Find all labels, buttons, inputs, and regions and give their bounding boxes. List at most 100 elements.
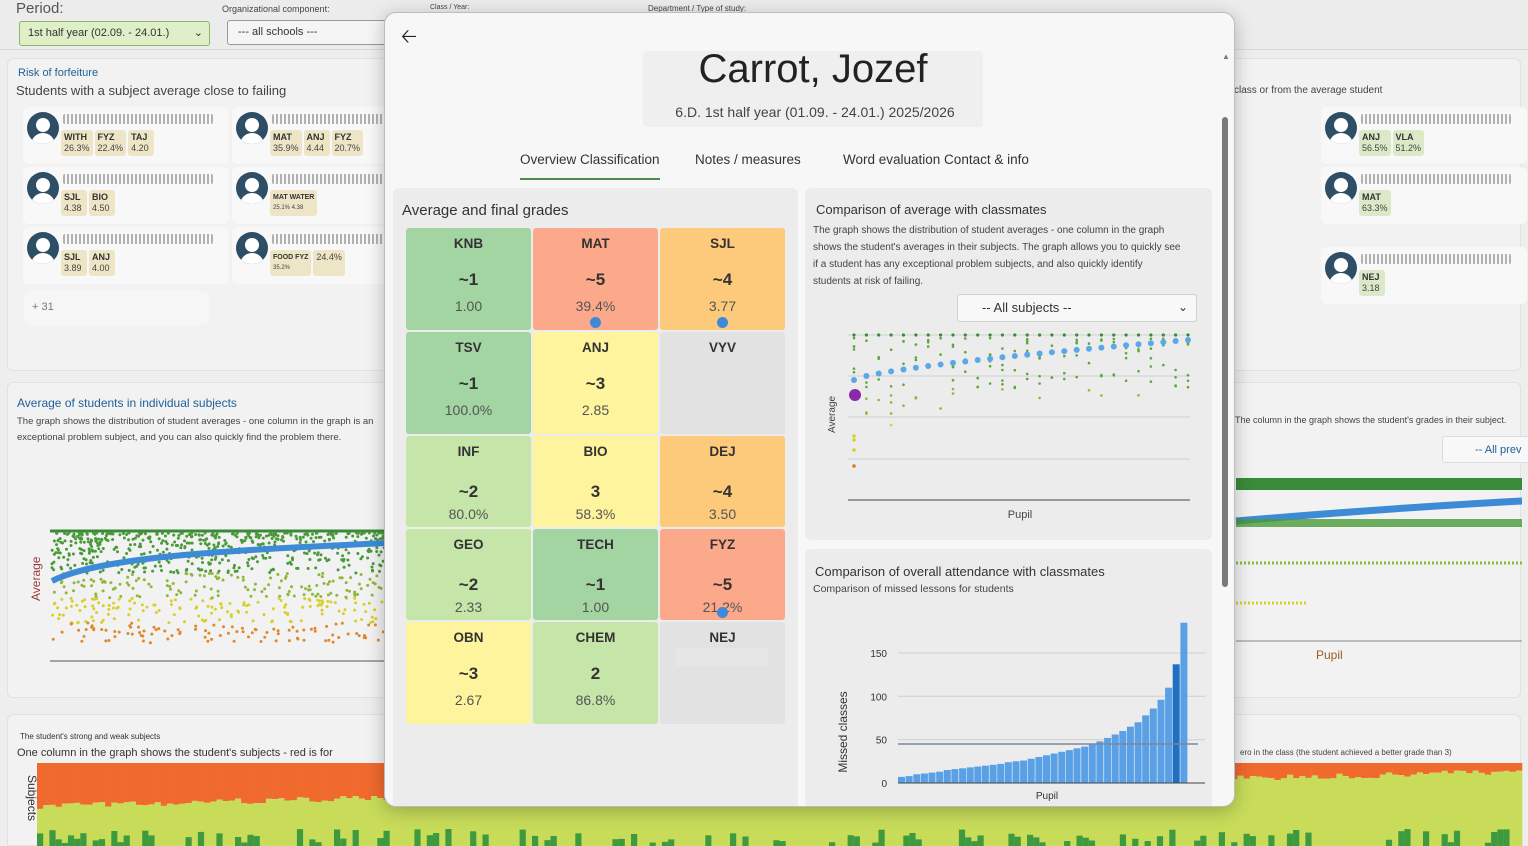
scrollbar-thumb[interactable] (1222, 117, 1228, 587)
avatar-icon (27, 172, 59, 204)
grade-tile-obn[interactable]: OBN ~3 2.67 (406, 622, 531, 724)
scatter-point (242, 601, 246, 605)
grade-tile-knb[interactable]: KNB ~1 1.00 (406, 228, 531, 330)
heatmap-mid-cell (37, 808, 44, 846)
scatter-point (163, 629, 167, 633)
scatter-point (142, 629, 146, 633)
attendance-bar (1073, 748, 1081, 783)
heatmap-weak-cell (247, 763, 254, 804)
subject-average-point (1062, 333, 1066, 337)
scroll-up-icon[interactable]: ▲ (1222, 52, 1230, 61)
grade-tile-sjl[interactable]: SJL ~4 3.77 (660, 228, 785, 330)
grade-tile-nej[interactable]: NEJ (660, 622, 785, 724)
scatter-point (69, 604, 73, 608)
scatter-point (262, 613, 266, 617)
student-card[interactable]: MAT 63.3% (1321, 167, 1527, 224)
scatter-point (207, 562, 211, 566)
grade-tile-mat[interactable]: MAT ~5 39.4% (533, 228, 658, 330)
grade-tile-tech[interactable]: TECH ~1 1.00 (533, 529, 658, 620)
subject-average-point (1161, 333, 1165, 337)
grade-tile-chem[interactable]: CHEM 2 86.8% (533, 622, 658, 724)
scatter-point (247, 558, 251, 561)
tab-overview-classification[interactable]: Overview Classification (520, 152, 660, 180)
subject-average-point (1186, 373, 1190, 377)
heatmap-strong-cell (142, 830, 149, 846)
grade-tile-dej[interactable]: DEJ ~4 3.50 (660, 436, 785, 527)
org-component-select[interactable]: --- all schools --- (227, 20, 387, 45)
grade-tile-vyv[interactable]: VYV (660, 332, 785, 434)
heatmap-mid-cell (43, 805, 50, 846)
scatter-point (336, 551, 340, 555)
scatter-point (130, 621, 134, 625)
heatmap-weak-cell (1435, 763, 1442, 773)
scatter-point (337, 609, 341, 613)
scatter-point (274, 639, 278, 643)
scatter-point (303, 551, 306, 555)
grade-tile-inf[interactable]: INF ~2 80.0% (406, 436, 531, 527)
heatmap-weak-cell (315, 763, 322, 802)
scatter-point (370, 615, 374, 619)
heatmap-strong-cell (67, 835, 75, 846)
low-average-point (852, 438, 856, 442)
scatter-point (52, 568, 56, 572)
heatmap-strong-cell (575, 833, 582, 846)
tab-word-evaluation-contact[interactable]: Word evaluation Contact & info (843, 152, 1029, 167)
scatter-point (196, 567, 200, 571)
subject-average-point (1050, 344, 1054, 347)
scatter-point (62, 585, 66, 589)
period-select[interactable]: 1st half year (02.09. - 24.01.) ⌄ (19, 21, 210, 46)
all-subjects-select[interactable]: -- All prev (1442, 436, 1528, 463)
student-card[interactable]: ANJ 56.5% VLA 51.2% (1321, 107, 1527, 164)
scatter-point (253, 627, 257, 631)
scatter-point (67, 531, 71, 535)
scatter-point (121, 532, 125, 535)
department-label: Department / Type of study: (648, 4, 747, 13)
scatter-point (235, 531, 239, 535)
student-card[interactable]: SJL 3.89 ANJ 4.00 (23, 227, 229, 284)
comparison-y-label: Average (827, 395, 838, 433)
scatter-point (156, 548, 159, 552)
scatter-point (93, 597, 96, 601)
scatter-point (246, 588, 250, 592)
student-card[interactable]: NEJ 3.18 (1321, 247, 1527, 304)
subject-average-point (914, 333, 918, 337)
subject-average-point (1001, 363, 1004, 367)
period-select-value: 1st half year (02.09. - 24.01.) (28, 27, 170, 39)
more-students-button[interactable]: + 31 (24, 291, 209, 325)
scatter-point (185, 541, 189, 545)
grade-tile-geo[interactable]: GEO ~2 2.33 (406, 529, 531, 620)
info-dot-icon[interactable] (717, 317, 728, 328)
heatmap-mid-cell (884, 788, 892, 846)
scatter-point (54, 551, 58, 555)
info-dot-icon[interactable] (590, 317, 601, 328)
scatter-point (221, 578, 225, 582)
average-trend-line (50, 540, 389, 584)
scatter-point (285, 531, 289, 535)
subject-average-point (1174, 384, 1177, 387)
scatter-point (152, 603, 156, 607)
subject-average-point (951, 365, 955, 368)
scatter-point (185, 567, 189, 571)
scatter-point (111, 606, 115, 610)
scatter-point (256, 560, 259, 564)
avatar-icon (27, 232, 59, 264)
grade-tile-fyz[interactable]: FYZ~521.2% (660, 529, 785, 620)
grade-tile-anj[interactable]: ANJ ~3 2.85 (533, 332, 658, 434)
scatter-point (207, 631, 211, 635)
back-arrow-icon[interactable]: 🡠 (400, 26, 418, 48)
scatter-point (367, 601, 371, 605)
heatmap-mid-cell (1187, 782, 1195, 846)
student-card[interactable]: WITH 26.3% FYZ 22.4% TAJ 4.20 (23, 107, 229, 164)
chip-subject-code: TAJ (131, 132, 148, 142)
info-dot-icon[interactable] (717, 607, 728, 618)
grade-tile-tsv[interactable]: TSV ~1 100.0% (406, 332, 531, 434)
grade-tile-bio[interactable]: BIO 3 58.3% (533, 436, 658, 527)
heatmap-weak-cell (222, 763, 230, 801)
scatter-point (276, 629, 280, 633)
scatter-point (106, 531, 110, 535)
subject-filter-select[interactable]: -- All subjects -- ⌄ (957, 294, 1197, 322)
tab-notes-measures[interactable]: Notes / measures (695, 152, 801, 167)
avatar-icon (236, 172, 268, 204)
heatmap-mid-cell (395, 795, 403, 846)
student-card[interactable]: SJL 4.38 BIO 4.50 (23, 167, 229, 224)
